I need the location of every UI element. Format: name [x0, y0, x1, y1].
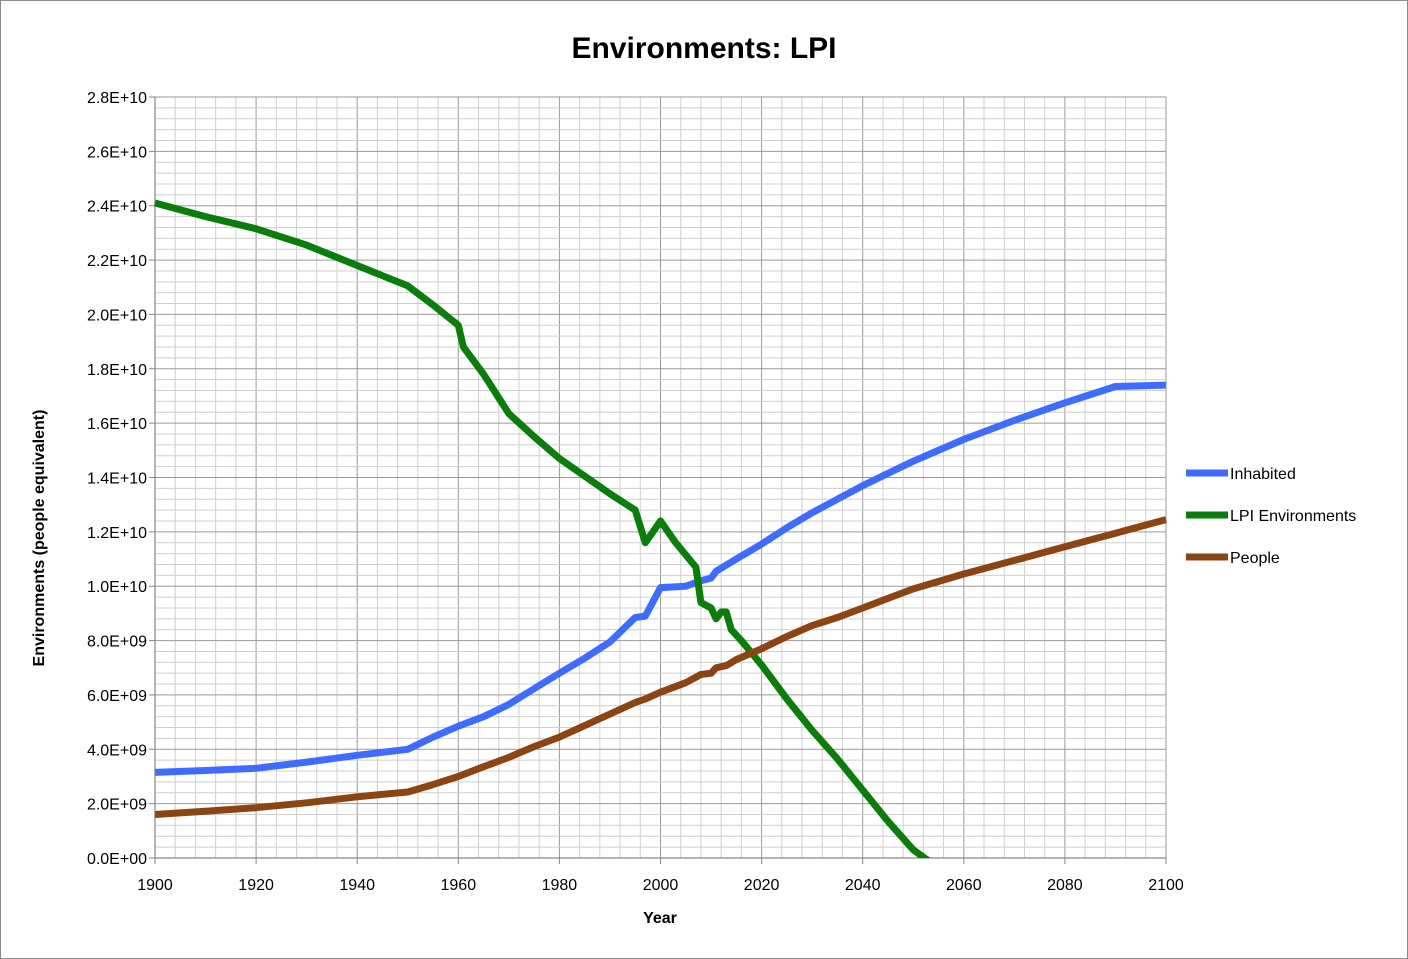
y-tick-label: 4.0E+09 [87, 742, 147, 759]
y-tick-label: 0.0E+00 [87, 851, 147, 868]
x-axis-label: Year [643, 910, 677, 927]
y-tick-label: 2.0E+09 [87, 797, 147, 814]
y-tick-label: 1.6E+10 [87, 416, 147, 433]
y-tick-label: 1.0E+10 [87, 579, 147, 596]
x-tick-label: 1920 [238, 877, 274, 894]
y-tick-label: 2.8E+10 [87, 90, 147, 107]
x-tick-label: 1900 [137, 877, 173, 894]
x-tick-label: 1980 [542, 877, 578, 894]
y-tick-label: 2.4E+10 [87, 199, 147, 216]
y-tick-label: 1.2E+10 [87, 525, 147, 542]
x-tick-label: 2040 [845, 877, 881, 894]
y-tick-label: 2.0E+10 [87, 307, 147, 324]
x-tick-label: 2000 [643, 877, 679, 894]
x-axis-ticks: 1900 1920 1940 1960 1980 2000 2020 2040 2060 2080… [137, 858, 1184, 894]
series-line-inhabited [154, 381, 1167, 776]
x-tick-label: 2080 [1047, 877, 1083, 894]
legend-label: LPI Environments [1230, 508, 1356, 525]
y-axis-label: Environments (people equivalent) [31, 410, 48, 667]
y-tick-label: 1.4E+10 [87, 471, 147, 488]
x-tick-label: 2060 [946, 877, 982, 894]
x-tick-label: 1960 [441, 877, 477, 894]
legend: Inhabited LPI Environments People [1186, 466, 1356, 567]
chart-title: Environments: LPI [571, 32, 836, 65]
x-tick-label: 2020 [744, 877, 780, 894]
legend-label: People [1230, 550, 1280, 567]
series-line-people [154, 516, 1167, 818]
y-tick-label: 2.6E+10 [87, 144, 147, 161]
series-lines [154, 199, 1167, 858]
y-tick-label: 6.0E+09 [87, 688, 147, 705]
y-axis-ticks: 0.0E+00 2.0E+09 4.0E+09 6.0E+09 8.0E+09 1.0E+… [87, 90, 155, 868]
series-line-lpi-environments [154, 199, 931, 858]
x-tick-label: 2100 [1148, 877, 1184, 894]
y-tick-label: 8.0E+09 [87, 634, 147, 651]
grid [154, 96, 1167, 859]
y-tick-label: 2.2E+10 [87, 253, 147, 270]
y-tick-label: 1.8E+10 [87, 362, 147, 379]
legend-label: Inhabited [1230, 466, 1296, 483]
x-tick-label: 1940 [339, 877, 375, 894]
